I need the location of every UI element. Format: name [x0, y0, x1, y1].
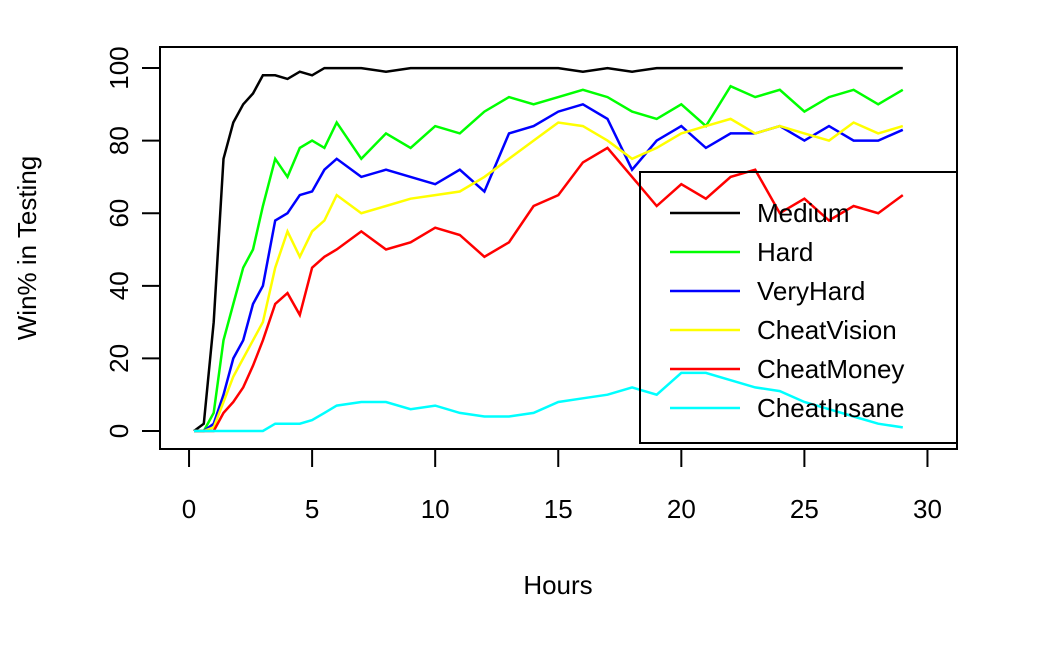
legend-label: Hard: [757, 237, 813, 267]
y-tick-label: 100: [104, 46, 134, 89]
x-tick-label: 20: [667, 494, 696, 524]
y-tick-label: 60: [104, 199, 134, 228]
y-axis-label: Win% in Testing: [12, 156, 42, 341]
plot-frame: [159, 46, 958, 450]
y-tick-label: 40: [104, 271, 134, 300]
x-tick-label: 30: [913, 494, 942, 524]
legend-box: [639, 171, 958, 444]
x-tick-label: 15: [544, 494, 573, 524]
x-tick-label: 0: [182, 494, 196, 524]
series-line: [194, 146, 904, 433]
legend-label: VeryHard: [757, 276, 865, 306]
y-tick-label: 0: [104, 424, 134, 438]
series-line: [193, 66, 903, 433]
legend-label: CheatInsane: [757, 393, 904, 423]
legend-label: CheatVision: [757, 315, 897, 345]
y-tick-label: 20: [104, 344, 134, 373]
series-line: [194, 371, 903, 433]
x-axis-label: Hours: [523, 570, 592, 600]
y-tick-label: 80: [104, 126, 134, 155]
x-tick-label: 10: [421, 494, 450, 524]
legend-label: Medium: [757, 198, 849, 228]
legend-label: CheatMoney: [757, 354, 904, 384]
x-tick-label: 5: [305, 494, 319, 524]
x-tick-label: 25: [790, 494, 819, 524]
series-line: [194, 84, 904, 433]
series-line: [194, 117, 904, 433]
